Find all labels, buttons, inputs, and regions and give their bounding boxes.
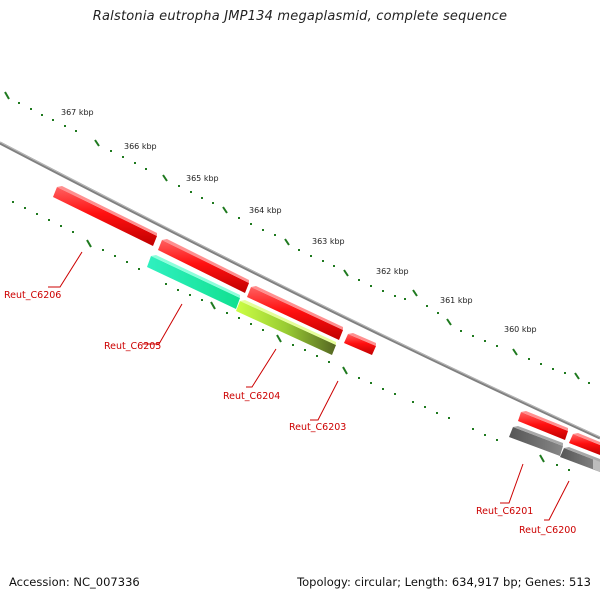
- gene-Reut_C6200[interactable]: [560, 447, 600, 472]
- gene-Reut_C6204[interactable]: [236, 300, 336, 355]
- scale-label-361: 361 kbp: [440, 296, 473, 305]
- gene-label-Reut_C6204: Reut_C6204: [223, 391, 280, 402]
- scale-label-367: 367 kbp: [61, 108, 94, 117]
- scale-label-366: 366 kbp: [124, 142, 157, 151]
- gene-label-Reut_C6205: Reut_C6205: [104, 341, 161, 352]
- gene-labels: Reut_C6206 Reut_C6205 Reut_C6204 Reut_C6…: [4, 290, 576, 536]
- accession-text: Accession: NC_007336: [9, 575, 140, 589]
- scale-label-363: 363 kbp: [312, 237, 345, 246]
- gene-label-Reut_C6201: Reut_C6201: [476, 506, 533, 517]
- gene-Reut_C6205-red[interactable]: [158, 239, 249, 293]
- gene-label-Reut_C6200: Reut_C6200: [519, 525, 576, 536]
- plasmid-backbone: [0, 141, 600, 440]
- map-title: Ralstonia eutropha JMP134 megaplasmid, c…: [92, 9, 508, 24]
- gene-Reut_C6205[interactable]: [147, 255, 240, 309]
- gene-Reut_C6203[interactable]: [344, 333, 376, 355]
- scale-label-365: 365 kbp: [186, 174, 219, 183]
- gene-Reut_C6201-red[interactable]: [518, 411, 568, 440]
- outer-scale: [4, 91, 590, 384]
- gene-label-Reut_C6206: Reut_C6206: [4, 290, 61, 301]
- scale-labels: 367 kbp 366 kbp 365 kbp 364 kbp 363 kbp …: [61, 108, 537, 334]
- scale-label-364: 364 kbp: [249, 206, 282, 215]
- gene-Reut_C6201[interactable]: [509, 426, 563, 456]
- summary-text: Topology: circular; Length: 634,917 bp; …: [297, 575, 591, 589]
- gene-Reut_C6200-red[interactable]: [569, 433, 600, 455]
- gene-label-Reut_C6203: Reut_C6203: [289, 422, 346, 433]
- inner-scale: [12, 201, 570, 471]
- gene-Reut_C6206[interactable]: [53, 186, 157, 246]
- scale-label-360: 360 kbp: [504, 325, 537, 334]
- gene-leader-lines: [48, 251, 570, 521]
- scale-label-362: 362 kbp: [376, 267, 409, 276]
- gene-Reut_C6204-red[interactable]: [247, 286, 343, 340]
